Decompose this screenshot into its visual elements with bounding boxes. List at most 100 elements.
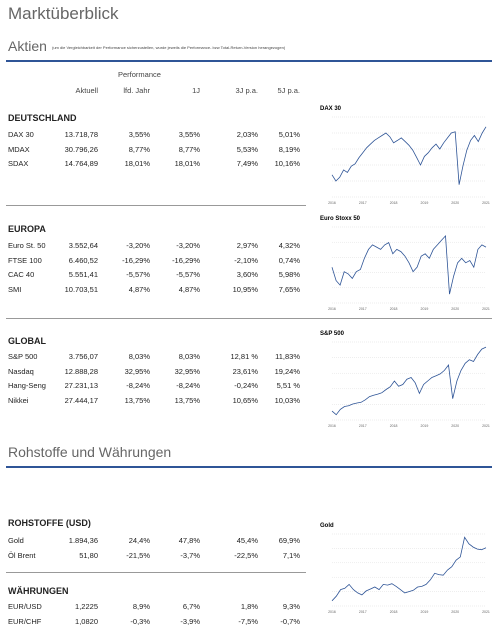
cell: 6.460,52 [68, 255, 98, 265]
x-tick-label: 2019 [421, 610, 429, 614]
cell: -0,7% [280, 616, 300, 626]
chart: DAX 30 2016 2017 2018 2019 2020 2021 [320, 106, 490, 205]
x-tick-label: 2018 [390, 307, 398, 311]
cell: 13.718,78 [64, 130, 98, 139]
group-title: DEUTSCHLAND [8, 113, 77, 123]
cell: 69,9% [278, 536, 300, 545]
row-label: S&P 500 [8, 352, 38, 361]
cell: 14.764,89 [64, 159, 98, 168]
cell: 10,16% [274, 159, 300, 168]
cell: -3,20% [176, 241, 200, 250]
cell: 12,81 % [230, 352, 258, 361]
cell: 7,49% [236, 159, 258, 168]
row-label: Euro St. 50 [8, 241, 46, 250]
row-label: FTSE 100 [8, 255, 42, 265]
cell: 4,87% [178, 284, 200, 294]
column-header: Aktuell [75, 86, 98, 95]
separator [6, 318, 492, 319]
row-label: Nikkei [8, 395, 29, 405]
cell: -16,29% [172, 255, 200, 265]
cell: 1,8% [240, 602, 258, 611]
cell: 8,19% [278, 144, 300, 154]
x-tick-label: 2020 [451, 610, 459, 614]
section-title: Aktien [8, 38, 47, 54]
cell: 13,75% [124, 395, 150, 405]
row-label: EUR/CHF [8, 616, 42, 626]
group-title: EUROPA [8, 224, 46, 234]
x-tick-label: 2018 [390, 424, 398, 428]
group-title: GLOBAL [8, 336, 46, 346]
cell: 10.703,51 [64, 284, 98, 294]
cell: 27.444,17 [64, 395, 98, 405]
row-label: Nasdaq [8, 366, 34, 376]
chart: Euro Stoxx 50 2016 2017 2018 2019 2020 2021 [320, 216, 490, 311]
x-tick-label: 2018 [390, 201, 398, 205]
cell: -0,24% [234, 381, 258, 390]
cell: 7,65% [278, 284, 300, 294]
cell: 9,3% [282, 602, 300, 611]
cell: -7,5% [238, 616, 258, 626]
column-header: 1J [192, 86, 200, 95]
cell: 4,32% [278, 241, 300, 250]
cell: -0,3% [130, 616, 150, 626]
cell: -21,5% [126, 550, 150, 560]
cell: 5,51 % [276, 381, 300, 390]
cell: 3.756,07 [68, 352, 98, 361]
column-header: 5J p.a. [277, 86, 300, 95]
x-tick-label: 2019 [421, 424, 429, 428]
cell: 13,75% [174, 395, 200, 405]
chart: S&P 500 2016 2017 2018 2019 2020 2021 [320, 331, 490, 428]
cell: 3,60% [236, 270, 258, 279]
cell: 45,4% [236, 536, 258, 545]
cell: -16,29% [122, 255, 150, 265]
column-header: lfd. Jahr [123, 86, 150, 95]
x-tick-label: 2016 [328, 610, 336, 614]
x-tick-label: 2020 [451, 201, 459, 205]
cell: 3.552,64 [68, 241, 98, 250]
x-tick-label: 2021 [482, 307, 490, 311]
group-title: ROHSTOFFE (USD) [8, 518, 91, 528]
x-tick-label: 2019 [421, 307, 429, 311]
cell: 32,95% [124, 366, 150, 376]
row-label: CAC 40 [8, 270, 35, 279]
cell: 8,03% [178, 352, 200, 361]
cell: -5,57% [126, 270, 150, 279]
cell: 8,03% [128, 352, 150, 361]
line [331, 234, 487, 295]
cell: -8,24% [126, 381, 150, 390]
cell: -2,10% [234, 255, 258, 265]
cell: 4,87% [128, 284, 150, 294]
separator [6, 572, 306, 573]
x-tick-label: 2017 [359, 424, 367, 428]
cell: 10,95% [232, 284, 258, 294]
cell: 5,53% [236, 144, 258, 154]
cell: -5,57% [176, 270, 200, 279]
cell: 12.888,28 [64, 366, 98, 376]
group-title: WÄHRUNGEN [8, 586, 69, 596]
row-label: MDAX [8, 144, 30, 154]
cell: 7,1% [282, 550, 300, 560]
cell: 6,7% [182, 602, 200, 611]
cell: 3,55% [178, 130, 200, 139]
row-label: SDAX [8, 159, 29, 168]
chart-title: S&P 500 [320, 331, 345, 337]
row-label: SMI [8, 284, 22, 294]
row-label: DAX 30 [8, 130, 34, 139]
separator [6, 205, 306, 206]
cell: -3,20% [126, 241, 150, 250]
line [331, 536, 487, 602]
cell: 5,01% [278, 130, 300, 139]
row-label: Gold [8, 536, 24, 545]
cell: 47,8% [178, 536, 200, 545]
row-label: Hang-Seng [8, 381, 46, 390]
divider [6, 60, 492, 62]
x-tick-label: 2016 [328, 201, 336, 205]
x-tick-label: 2017 [359, 307, 367, 311]
x-tick-label: 2021 [482, 201, 490, 205]
section-title: Rohstoffe und Währungen [8, 444, 172, 460]
cell: 2,03% [236, 130, 258, 139]
cell: 51,80 [79, 550, 98, 560]
x-tick-label: 2016 [328, 424, 336, 428]
cell: 8,77% [128, 144, 150, 154]
